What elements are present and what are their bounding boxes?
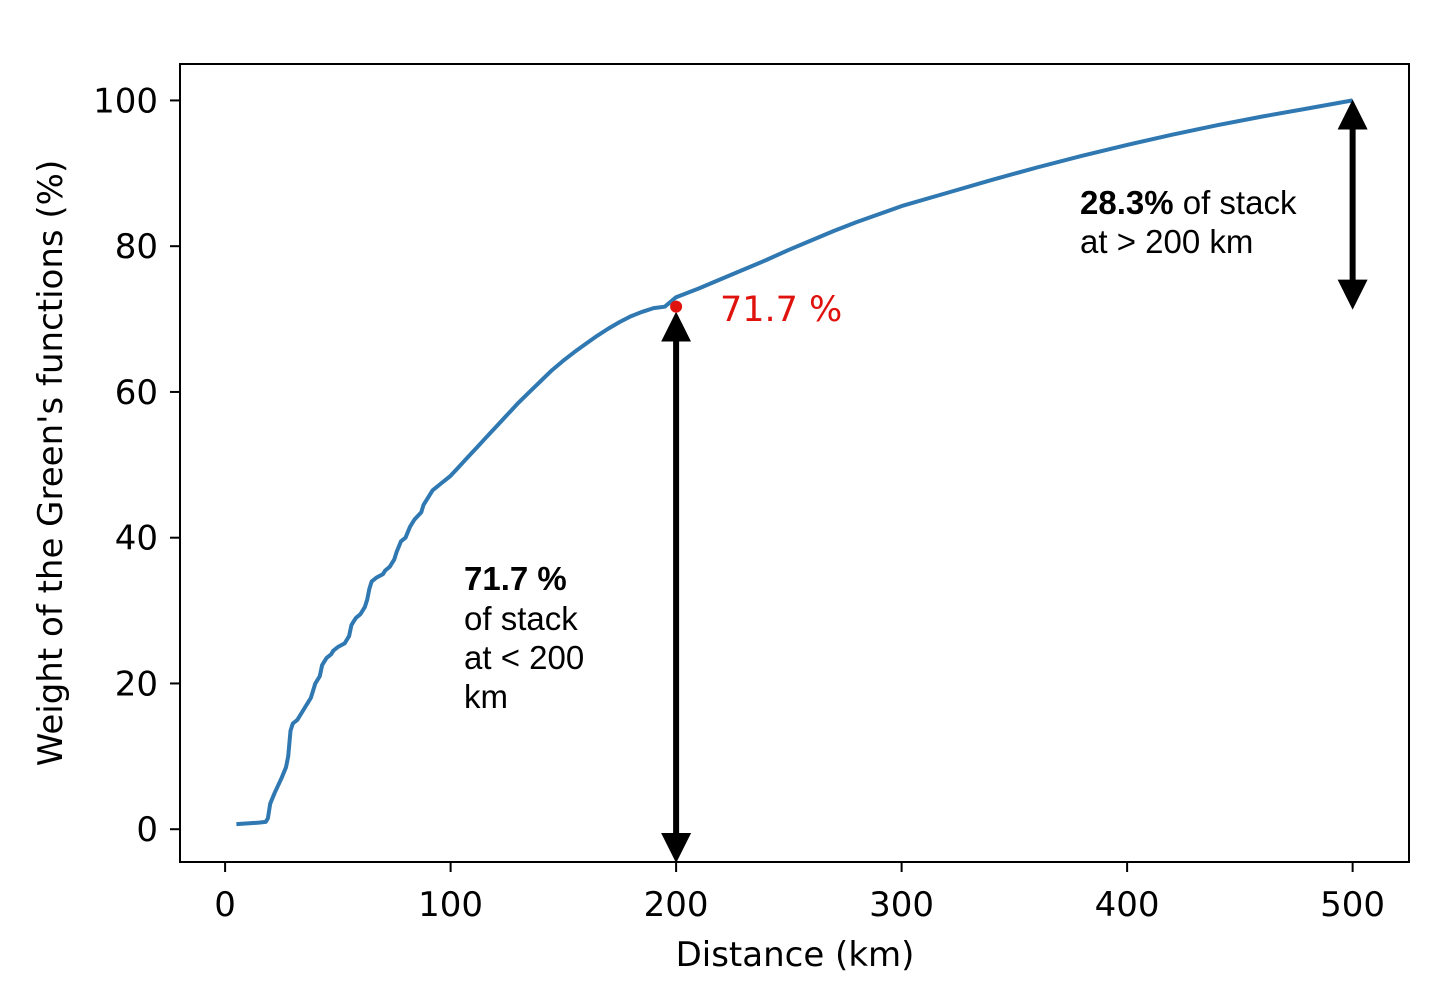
above-annotation: 28.3% of stack at > 200 km — [1080, 184, 1306, 260]
x-axis-label: Distance (km) — [676, 935, 915, 975]
y-tick-label: 0 — [136, 810, 158, 850]
marker-point-200km — [670, 300, 683, 313]
below-annotation-line-3: km — [464, 678, 508, 715]
x-tick-label: 300 — [869, 885, 934, 925]
above-annotation-rest: of stack — [1174, 184, 1297, 221]
y-tick-label: 40 — [115, 519, 158, 559]
y-axis-label: Weight of the Green's functions (%) — [31, 160, 71, 767]
below-annotation-bold: 71.7 % — [464, 560, 567, 597]
series-line-0 — [236, 98, 1353, 827]
above-annotation-line-2: at > 200 km — [1080, 223, 1253, 260]
y-tick-label: 80 — [115, 227, 158, 267]
y-tick-label: 100 — [93, 81, 158, 121]
x-axis-ticks: 0 100 200 300 400 500 — [214, 862, 1385, 925]
x-tick-label: 500 — [1320, 885, 1385, 925]
x-tick-label: 400 — [1095, 885, 1160, 925]
marker-label: 71.7 % — [720, 290, 842, 330]
x-tick-label: 200 — [644, 885, 709, 925]
series-layer — [236, 98, 1353, 827]
below-annotation: 71.7 % of stack at < 200 km — [464, 560, 593, 715]
below-annotation-line-2: at < 200 — [464, 639, 584, 676]
x-tick-label: 0 — [214, 885, 236, 925]
y-axis-ticks: 0 20 40 60 80 100 — [93, 81, 180, 850]
y-tick-label: 20 — [115, 664, 158, 704]
plot-area — [179, 63, 1410, 863]
below-annotation-line-1: of stack — [464, 600, 578, 637]
y-tick-label: 60 — [115, 373, 158, 413]
x-tick-label: 100 — [418, 885, 483, 925]
above-annotation-bold: 28.3% — [1080, 184, 1174, 221]
